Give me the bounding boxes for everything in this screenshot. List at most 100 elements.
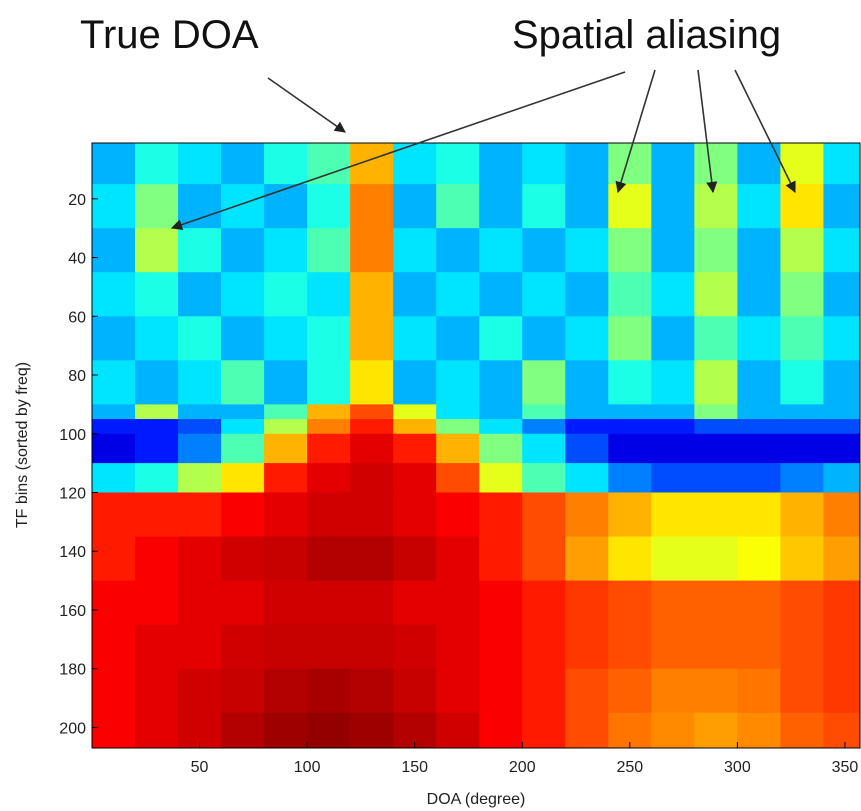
y-tick-label: 20 [68,192,86,209]
heat-cell [135,536,179,582]
heat-cell [264,712,308,748]
heat-cell [479,272,523,317]
heat-cell [307,433,351,464]
heat-cell [393,624,437,670]
heat-cell [780,668,824,714]
heat-cell [135,404,179,420]
heat-cell [479,536,523,582]
heat-cell [823,360,860,405]
heat-cell [264,404,308,420]
heat-cell [135,143,179,185]
heat-cell [522,492,566,538]
heat-cell [823,404,860,420]
heat-cell [565,712,609,748]
heat-cell [135,580,179,626]
heat-cell [737,536,781,582]
heat-cell [436,712,480,748]
x-tick-label: 200 [509,759,536,776]
heat-cell [178,228,222,273]
heat-cell [823,668,860,714]
heat-cell [780,360,824,405]
heat-cell [221,433,265,464]
heat-cell [135,419,179,435]
heat-cell [178,668,222,714]
y-axis-label: TF bins (sorted by freq) [14,362,31,528]
heat-cell [608,404,652,420]
heat-cell [393,433,437,464]
heat-cell [178,492,222,538]
heat-cell [178,272,222,317]
heat-cell [178,143,222,185]
heat-cell [393,184,437,229]
heat-cell [92,228,136,273]
heat-cell [221,492,265,538]
heat-cell [651,463,695,493]
heat-cell [823,433,860,464]
heat-cell [522,228,566,273]
heat-cell [221,624,265,670]
heat-cell [694,668,738,714]
heat-cell [694,712,738,748]
heat-cell [522,419,566,435]
heat-cell [92,360,136,405]
heat-cell [92,433,136,464]
heat-cell [608,624,652,670]
heat-cell [780,433,824,464]
heat-cell [479,712,523,748]
heat-cell [651,536,695,582]
heat-cell [393,316,437,361]
heat-cell [737,580,781,626]
heat-cell [694,580,738,626]
heat-cell [780,404,824,420]
heat-cell [436,143,480,185]
heat-cell [694,184,738,229]
heat-cell [307,419,351,435]
heat-cell [780,184,824,229]
heat-cell [694,360,738,405]
heat-cell [350,360,394,405]
heat-cell [135,228,179,273]
heat-cell [135,433,179,464]
heat-cell [780,624,824,670]
arrow [615,69,656,194]
heat-cell [479,668,523,714]
heat-cell [737,668,781,714]
heat-cell [522,712,566,748]
heat-cell [135,463,179,493]
heat-cell [92,668,136,714]
heat-cell [780,536,824,582]
heat-cell [651,228,695,273]
heat-cell [651,492,695,538]
heat-cell [264,419,308,435]
heat-cell [178,316,222,361]
heat-cell [178,419,222,435]
heat-cell [221,272,265,317]
heat-cell [522,272,566,317]
arrow [734,69,796,194]
heat-cell [651,624,695,670]
heat-cell [694,492,738,538]
heat-cell [737,463,781,493]
heat-cell [178,184,222,229]
heat-cell [436,316,480,361]
heat-cell [350,404,394,420]
heat-cell [436,463,480,493]
heat-cell [221,463,265,493]
heat-cell [608,433,652,464]
heat-cell [694,404,738,420]
heat-cell [264,668,308,714]
heat-cell [479,143,523,185]
heat-cell [823,316,860,361]
heat-cell [350,184,394,229]
heat-cell [92,492,136,538]
heat-cell [135,360,179,405]
heat-cell [221,143,265,185]
heat-cell [565,316,609,361]
x-tick-label: 350 [832,759,859,776]
heat-cell [608,272,652,317]
heat-cell [522,360,566,405]
heat-cell [737,492,781,538]
heat-cell [350,272,394,317]
heat-cell [178,580,222,626]
